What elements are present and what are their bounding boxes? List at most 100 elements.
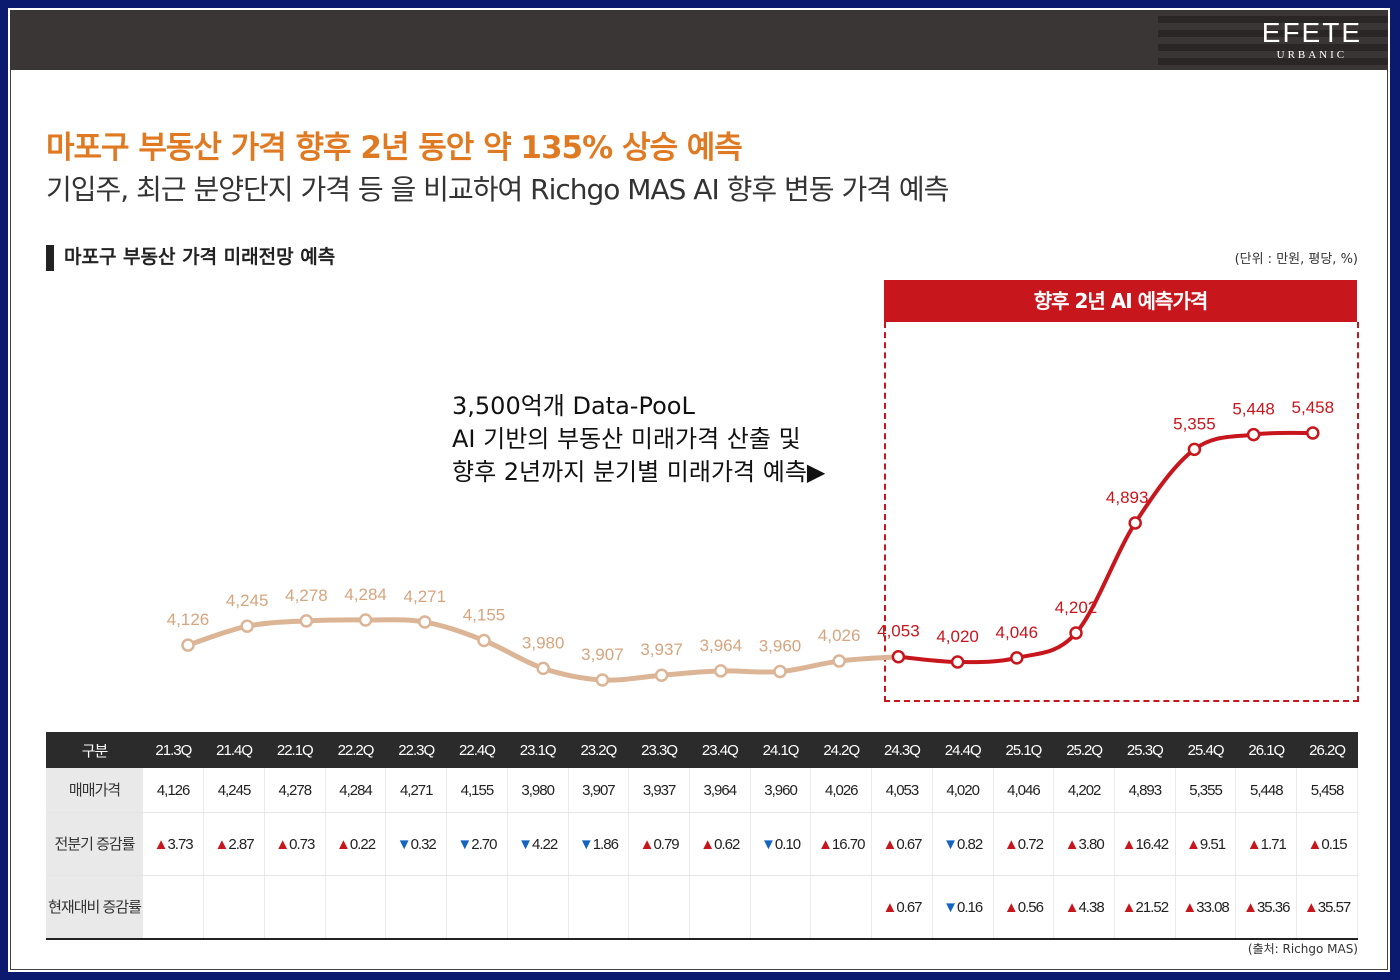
data-label-23.4Q: 3,964 [700,636,743,655]
logo-sub: URBANIC [1276,49,1348,61]
table-cell [810,875,873,940]
table-cell: 3,937 [628,768,690,813]
table-header-21.3Q: 21.3Q [143,732,204,768]
table-cell [750,875,812,940]
table-cell: ▲9.51 [1175,812,1237,876]
table-cell: 4,893 [1114,768,1176,813]
table-cell: ▲0.22 [325,812,387,876]
data-point-24.2Q [832,654,846,668]
data-point-24.4Q [950,655,965,669]
up-arrow-icon: ▲ [1121,835,1137,853]
annotation-line-3: 향후 2년까지 분기별 미래가격 예측▶ [452,458,826,486]
annotation-line-2: AI 기반의 부동산 미래가격 산출 및 [452,425,801,453]
source-note: (출처: Richgo MAS) [1247,942,1358,956]
data-label-21.3Q: 4,126 [167,610,210,629]
table-cell: ▲0.73 [264,812,326,876]
up-arrow-icon: ▲ [1003,835,1019,853]
up-arrow-icon: ▲ [1121,898,1137,916]
up-arrow-icon: ▲ [1186,835,1201,853]
table-cell: ▲3.80 [1053,812,1115,876]
table-cell: 5,355 [1175,768,1237,813]
up-arrow-icon: ▲ [214,835,230,853]
data-label-23.2Q: 3,907 [581,645,624,664]
table-cell: 4,155 [446,768,508,813]
data-label-25.2Q: 4,202 [1055,598,1098,617]
down-arrow-icon: ▼ [396,835,412,853]
table-cell: ▲0.62 [689,812,751,876]
table-header-row: 구분 21.3Q 21.4Q 22.1Q 22.2Q 22.3Q 22.4Q 23.1Q 23… [46,732,1358,768]
data-point-25.2Q [1069,626,1083,640]
table-cell [385,875,448,940]
table-cell: 4,278 [264,768,326,813]
up-arrow-icon: ▲ [1003,898,1019,916]
up-arrow-icon: ▲ [335,835,351,853]
table-header-22.1Q: 22.1Q [264,732,326,768]
table-cell: 4,046 [993,768,1055,813]
annotation-line-1: 3,500억개 Data-PooL [452,392,695,420]
table-cell [446,875,508,940]
data-point-22.1Q [299,614,314,628]
up-arrow-icon: ▲ [882,898,897,916]
table-cell: 4,271 [385,768,448,813]
data-label-25.1Q: 4,046 [996,623,1039,642]
table-row-label: 현재대비 증감률 [46,875,143,940]
table-cell: ▲2.87 [203,812,265,876]
down-arrow-icon: ▼ [943,898,958,916]
table-cell: ▼4.22 [507,812,569,876]
table-cell: 4,053 [871,768,933,813]
up-arrow-icon: ▲ [700,835,715,853]
table-header-25.2Q: 25.2Q [1053,732,1115,768]
down-arrow-icon: ▼ [578,835,594,853]
data-label-23.1Q: 3,980 [522,633,565,652]
data-label-24.1Q: 3,960 [759,637,802,656]
data-label-25.4Q: 5,355 [1173,414,1216,433]
down-arrow-icon: ▼ [457,835,472,853]
up-arrow-icon: ▲ [818,835,833,853]
data-label-21.4Q: 4,245 [226,591,269,610]
table-header-25.3Q: 25.3Q [1114,732,1176,768]
data-point-23.2Q [595,673,610,687]
data-point-22.2Q [358,613,373,627]
up-arrow-icon: ▲ [275,835,290,853]
table-cell: ▲16.70 [810,812,873,876]
ai-forecast-title: 향후 2년 AI 예측가격 [884,280,1357,322]
table-header-24.4Q: 24.4Q [932,732,994,768]
data-point-21.3Q [181,638,195,652]
header-stripes [1158,10,1388,70]
table-cell: 4,020 [932,768,994,813]
table-cell: ▼1.86 [568,812,630,876]
table-header-22.2Q: 22.2Q [325,732,386,768]
data-label-22.1Q: 4,278 [285,586,328,605]
data-point-21.4Q [240,619,254,633]
data-point-22.4Q [477,633,491,648]
data-point-24.1Q [773,664,787,679]
down-arrow-icon: ▼ [761,835,776,853]
data-label-22.3Q: 4,271 [404,587,447,606]
table-cell: 4,202 [1053,768,1115,813]
unit-label: (단위 : 만원, 평당, %) [1234,252,1358,267]
table-cell: 5,448 [1235,768,1298,813]
table-cell [507,875,569,940]
table-cell: 4,284 [325,768,387,813]
up-arrow-icon: ▲ [639,835,655,853]
section-marker [46,244,54,271]
section-title: 마포구 부동산 가격 미래전망 예측 [46,242,335,271]
table-cell [264,875,326,940]
table-cell [689,875,751,940]
table-cell: 5,458 [1296,768,1358,813]
annotation: 3,500억개 Data-PooL AI 기반의 부동산 미래가격 산출 및 향… [452,390,825,489]
page-frame: EFETE URBANIC 마포구 부동산 가격 향후 2년 동안 약 135%… [8,8,1390,972]
brand-logo: EFETE URBANIC [1262,18,1362,62]
table-row: 전분기 증감률 ▲3.73 ▲2.87 ▲0.73 ▲0.22 ▼0.32 ▼2.70 ▼4.… [46,812,1358,876]
data-label-24.4Q: 4,020 [936,627,979,646]
table-cell: 3,964 [689,768,751,813]
table-cell: ▲0.56 [993,875,1055,940]
table-cell [628,875,690,940]
table-header-23.2Q: 23.2Q [568,732,629,768]
table-cell [143,875,205,940]
table-header-23.3Q: 23.3Q [628,732,690,768]
up-arrow-icon: ▲ [1303,898,1319,916]
data-label-24.2Q: 4,026 [818,626,861,645]
data-label-25.3Q: 4,893 [1106,488,1149,507]
data-point-23.1Q [536,661,550,676]
